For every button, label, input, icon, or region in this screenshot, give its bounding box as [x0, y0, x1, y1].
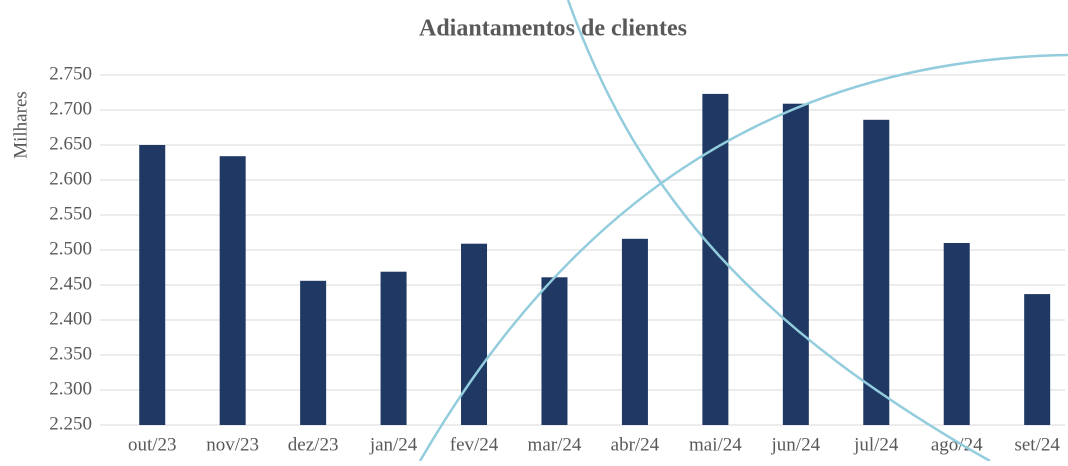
bar [461, 243, 488, 425]
y-tick-label: 2.750 [49, 63, 92, 84]
bar [943, 243, 970, 425]
x-tick-label: out/23 [128, 434, 177, 455]
y-tick-label: 2.700 [49, 98, 92, 119]
plot-area: 2.250 2.300 2.350 2.400 2.450 2.500 2.550 2.600… [49, 63, 1065, 455]
y-tick-label: 2.650 [49, 133, 92, 154]
x-tick-label: jan/24 [369, 434, 418, 455]
x-tick-label: jun/24 [771, 434, 821, 455]
x-tick-label: set/24 [1014, 434, 1060, 455]
bar [300, 280, 327, 425]
x-tick-label: mar/24 [528, 434, 582, 455]
x-tick-label: abr/24 [611, 434, 660, 455]
bar [863, 119, 890, 426]
decor-curve [566, 0, 991, 463]
x-tick-label: jul/24 [853, 434, 899, 455]
bar [380, 271, 407, 425]
bar [782, 103, 809, 425]
x-tick-label: dez/23 [288, 434, 339, 455]
y-tick-label: 2.500 [49, 238, 92, 259]
y-tick-label: 2.250 [49, 413, 92, 434]
decor-curve [418, 53, 1068, 462]
y-tick-label: 2.550 [49, 203, 92, 224]
bar [139, 145, 166, 425]
y-tick-label: 2.350 [49, 343, 92, 364]
bar [1024, 294, 1051, 425]
y-tick-label: 2.600 [49, 168, 92, 189]
y-axis-label: Milhares [10, 91, 31, 159]
bar [541, 277, 568, 425]
bar [621, 238, 648, 425]
y-tick-label: 2.450 [49, 273, 92, 294]
x-tick-label: mai/24 [689, 434, 742, 455]
x-tick-label: nov/23 [206, 434, 259, 455]
x-tick-label: fev/24 [450, 434, 499, 455]
bar [219, 156, 246, 425]
y-tick-label: 2.400 [49, 308, 92, 329]
y-tick-label: 2.300 [49, 378, 92, 399]
chart-title: Adiantamentos de clientes [419, 16, 687, 42]
